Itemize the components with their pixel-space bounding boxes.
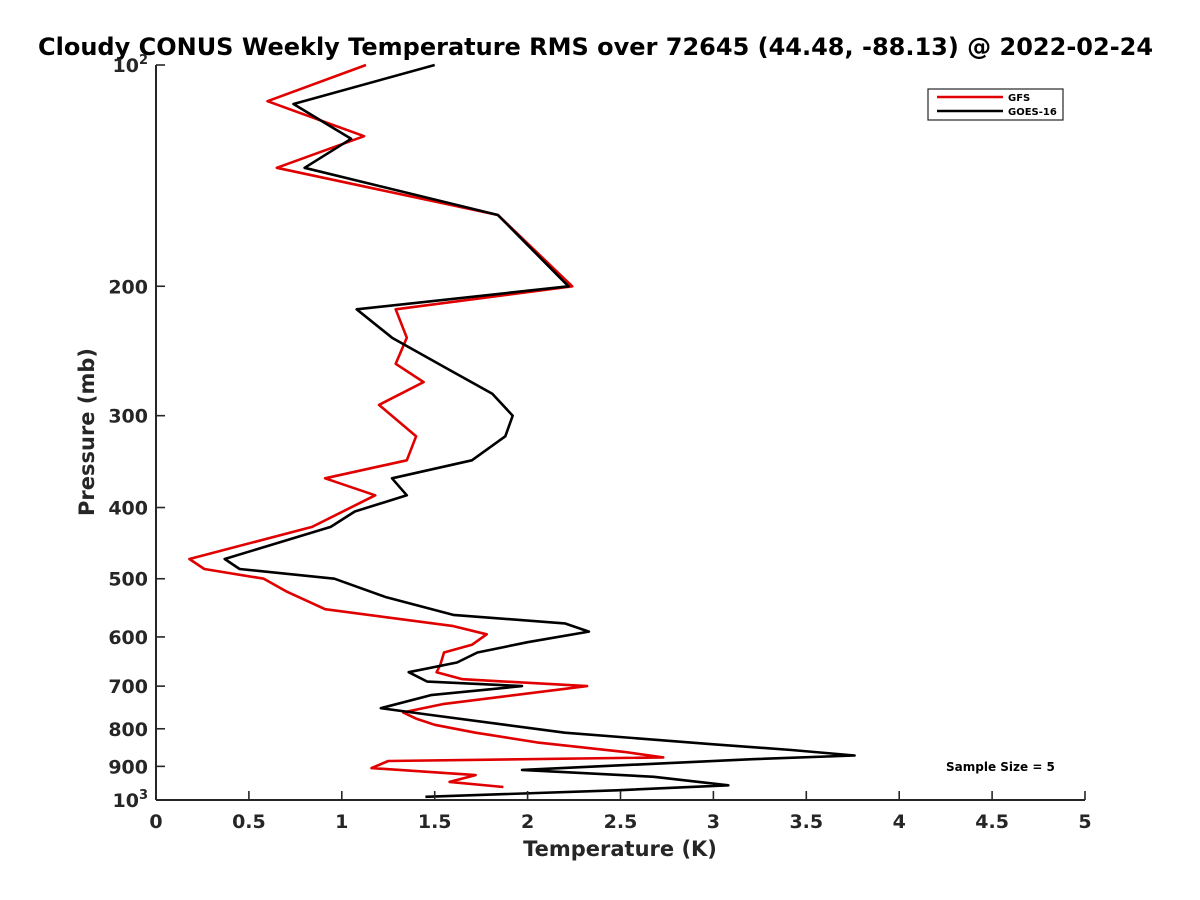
y-tick-label: 400 bbox=[108, 498, 148, 520]
y-tick-label: 200 bbox=[108, 276, 148, 298]
x-tick-label: 4.5 bbox=[975, 811, 1009, 833]
legend: GFS GOES-16 bbox=[927, 88, 1064, 121]
legend-label-gfs: GFS bbox=[1008, 93, 1030, 104]
sample-size-annotation: Sample Size = 5 bbox=[946, 760, 1055, 774]
plot-area: 0 0.5 1 1.5 2 2.5 3 3.5 4 4.5 5 102 200 300 400 500 600… bbox=[108, 53, 1091, 833]
x-tick-label: 4 bbox=[893, 811, 906, 833]
x-tick-label: 2 bbox=[521, 811, 534, 833]
y-tick-label: 600 bbox=[108, 627, 148, 649]
x-tick-label: 2.5 bbox=[604, 811, 638, 833]
y-tick-label: 300 bbox=[108, 406, 148, 428]
y-tick-label: 103 bbox=[113, 788, 149, 812]
x-tick-label: 1.5 bbox=[418, 811, 452, 833]
chart-title: Cloudy CONUS Weekly Temperature RMS over… bbox=[38, 33, 1153, 61]
y-axis-label: Pressure (mb) bbox=[75, 348, 99, 516]
series-line-goes16 bbox=[223, 63, 856, 799]
y-tick-label: 500 bbox=[108, 569, 148, 591]
legend-box bbox=[927, 88, 1064, 121]
x-tick-label: 0 bbox=[149, 811, 162, 833]
x-axis-label: Temperature (K) bbox=[523, 837, 717, 861]
x-tick-label: 0.5 bbox=[232, 811, 266, 833]
y-tick-label: 800 bbox=[108, 719, 148, 741]
x-ticks: 0 0.5 1 1.5 2 2.5 3 3.5 4 4.5 5 bbox=[149, 791, 1092, 833]
x-tick-label: 1 bbox=[335, 811, 348, 833]
series-layer bbox=[188, 63, 856, 799]
x-tick-label: 3.5 bbox=[789, 811, 823, 833]
legend-label-goes16: GOES-16 bbox=[1008, 107, 1057, 118]
series-line-gfs bbox=[188, 63, 665, 789]
y-tick-label: 102 bbox=[113, 53, 149, 77]
y-ticks: 102 200 300 400 500 600 700 800 900 103 bbox=[108, 53, 165, 812]
x-tick-label: 5 bbox=[1078, 811, 1091, 833]
x-tick-label: 3 bbox=[707, 811, 720, 833]
y-tick-label: 700 bbox=[108, 676, 148, 698]
y-tick-label: 900 bbox=[108, 756, 148, 778]
